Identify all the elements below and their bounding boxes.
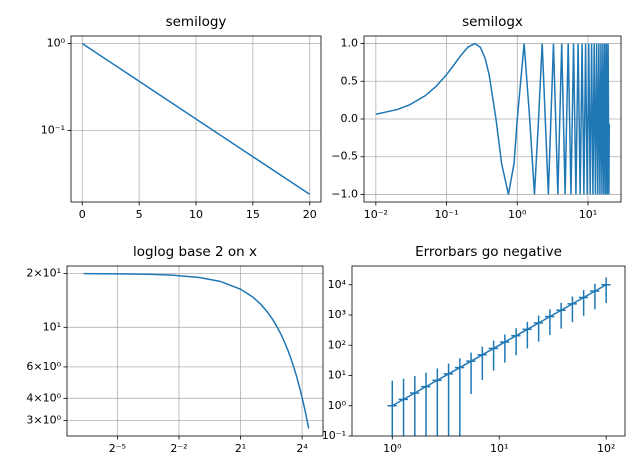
y-tick-label: 0.5 — [341, 74, 359, 87]
x-tick-label: 10 — [189, 208, 203, 221]
axes-frame — [70, 35, 322, 203]
plot-area — [387, 277, 611, 436]
data-line — [83, 272, 310, 429]
y-tick-label: 10³ — [328, 308, 346, 321]
axes-frame — [66, 265, 324, 437]
x-tick-label: 10⁻² — [364, 208, 388, 221]
y-tick-label: −1.0 — [331, 187, 358, 200]
y-tick-label: 10⁰ — [328, 399, 347, 412]
y-tick-label: −0.5 — [331, 150, 358, 163]
y-tick-label: 10¹ — [43, 320, 61, 333]
subplot-title: loglog base 2 on x — [133, 244, 257, 260]
x-tick-label: 2¹ — [235, 442, 246, 455]
axes-frame — [363, 35, 622, 203]
x-tick-label: 0 — [79, 208, 86, 221]
data-line — [375, 42, 611, 195]
subplot: Errorbars go negative 10⁰ 10¹ 10² 10⁻¹ 10⁰ 10¹… — [322, 244, 626, 455]
x-tick-label: 10⁰ — [383, 442, 402, 455]
y-tick-label: 6×10⁰ — [26, 360, 61, 373]
subplot: semilogy 0 5 10 15 20 10⁰ 10⁻¹ — [41, 14, 322, 221]
subplot: loglog base 2 on x 2⁻⁵ 2⁻² 2¹ 2⁴ 3×10⁰ 4×10⁰ 6×… — [26, 244, 324, 455]
x-tick-label: 10¹ — [579, 208, 597, 221]
x-tick-label: 2⁴ — [296, 442, 308, 455]
y-tick-label: 10⁻¹ — [322, 429, 346, 442]
axes-frame — [351, 265, 626, 437]
subplot-title: semilogx — [462, 14, 523, 30]
x-tick-label: 2⁻⁵ — [109, 442, 126, 455]
y-tick-label: 10¹ — [328, 369, 346, 382]
subplot-title: semilogy — [166, 14, 227, 30]
x-tick-label: 10⁻¹ — [434, 208, 458, 221]
y-tick-label: 10⁰ — [47, 37, 66, 50]
x-tick-label: 10² — [597, 442, 615, 455]
y-tick-label: 10⁻¹ — [41, 123, 65, 136]
x-tick-label: 20 — [303, 208, 317, 221]
plot-area — [81, 42, 311, 195]
x-tick-label: 15 — [246, 208, 260, 221]
plot-area — [375, 42, 611, 195]
subplot: semilogx 10⁻² 10⁻¹ 10⁰ 10¹ −1.0 −0.5 0.0 0.5 1.0 — [331, 14, 622, 221]
x-tick-label: 10¹ — [490, 442, 508, 455]
x-tick-label: 2⁻² — [170, 442, 187, 455]
data-line — [81, 42, 311, 195]
x-tick-label: 5 — [136, 208, 143, 221]
subplot-title: Errorbars go negative — [415, 244, 562, 260]
data-line — [391, 284, 607, 407]
y-tick-label: 4×10⁰ — [26, 391, 61, 404]
y-tick-label: 1.0 — [341, 37, 359, 50]
y-tick-label: 10⁴ — [328, 278, 347, 291]
y-tick-label: 3×10⁰ — [26, 414, 61, 427]
y-tick-label: 10² — [328, 338, 346, 351]
plot-area — [83, 272, 310, 429]
y-tick-label: 2×10¹ — [26, 267, 61, 280]
x-tick-label: 10⁰ — [508, 208, 527, 221]
y-tick-label: 0.0 — [341, 112, 359, 125]
